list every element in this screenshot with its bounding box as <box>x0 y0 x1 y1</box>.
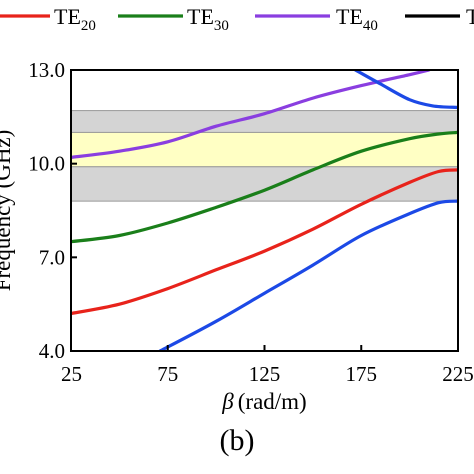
legend-label-1: TE30 <box>187 4 229 34</box>
x-axis-ticks: 25 75 125 175 225 <box>61 345 474 386</box>
y-axis-title: Frequency (GHz) <box>0 130 15 292</box>
y-tick-label: 13.0 <box>28 58 65 82</box>
series-line-upper-blue-mode <box>353 70 458 110</box>
series-group <box>71 70 458 351</box>
legend-label-0: TE20 <box>54 4 96 34</box>
legend-label-3: T <box>466 4 474 29</box>
series-line-lower-blue-mode <box>158 199 458 351</box>
x-tick-label: 125 <box>249 362 281 386</box>
y-tick-label: 7.0 <box>39 245 65 269</box>
x-tick-label: 225 <box>442 362 474 386</box>
y-tick-label: 10.0 <box>28 152 65 176</box>
y-tick-label: 4.0 <box>39 339 65 363</box>
legend-label-2: TE40 <box>336 4 378 34</box>
series-line-te40 <box>71 70 431 159</box>
x-tick-label: 25 <box>61 362 82 386</box>
y-axis-ticks: 4.0 7.0 10.0 13.0 <box>28 58 77 363</box>
legend: TE20 TE30 TE40 T <box>0 4 474 34</box>
gray-band-lower <box>70 166 459 202</box>
x-axis-unit: (rad/m) <box>238 389 307 414</box>
x-tick-label: 75 <box>157 362 178 386</box>
x-axis-title: β (rad/m) <box>221 389 306 414</box>
x-axis-symbol: β <box>221 389 234 414</box>
x-tick-label: 175 <box>346 362 378 386</box>
panel-label: (b) <box>220 424 255 457</box>
highlight-bands <box>70 110 459 202</box>
series-line-te20 <box>71 168 458 316</box>
series-line-te30 <box>71 130 458 244</box>
